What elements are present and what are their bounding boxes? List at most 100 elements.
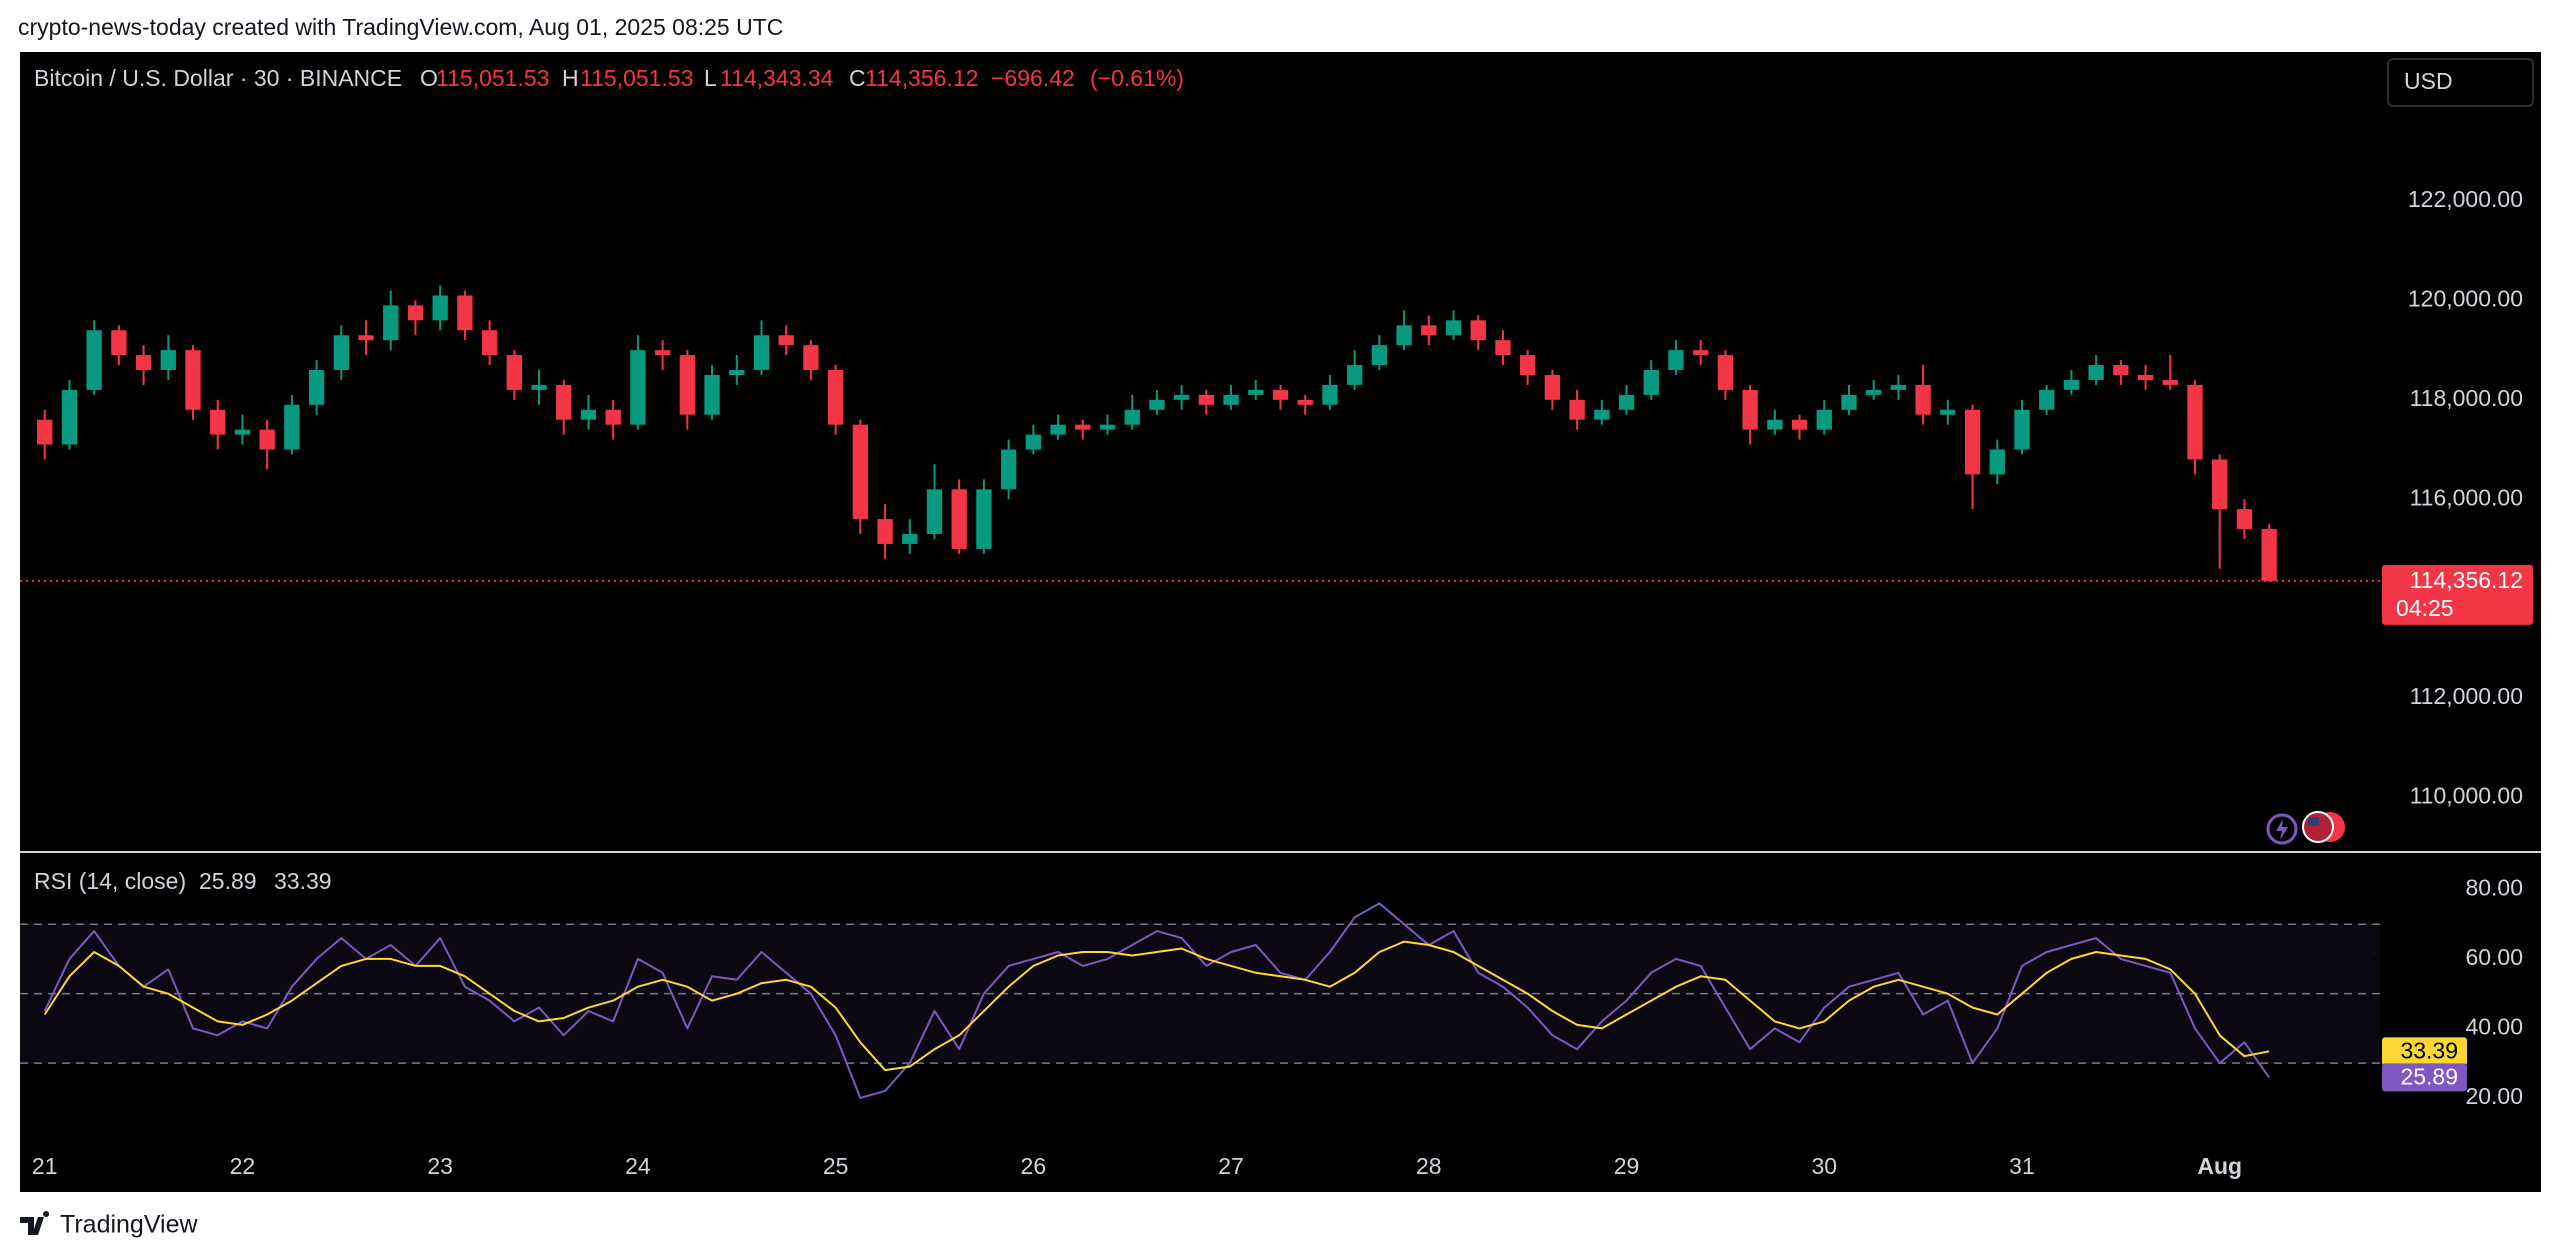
change: −696.42 [991,65,1075,91]
candle-body [1816,409,1832,430]
candle-body [877,519,893,544]
x-tick-label: 29 [1614,1153,1640,1179]
candle-body [2137,374,2154,380]
candle-body [2187,384,2203,460]
currency-button[interactable] [2387,58,2534,107]
candle-body [407,305,424,321]
last-price-tag [2382,564,2533,625]
x-tick-label: 21 [32,1153,58,1179]
candle-body [1668,350,1684,371]
candle-body [976,489,992,549]
candle-body [1989,449,2005,475]
candle-body [1322,384,1338,405]
x-tick-label: 28 [1416,1153,1442,1179]
candle-body [1396,325,1412,346]
last-price-label: 114,356.12 [2410,567,2523,593]
ohlc-value: 114,343.34 [720,65,834,91]
candle-body [37,419,53,445]
candle-body [284,404,300,450]
candle-body [1099,424,1116,430]
chart-background [20,52,2541,1192]
candle-body [1000,449,1017,490]
rsi-y-tick-label: 80.00 [2465,875,2523,901]
candle-body [1223,394,1239,405]
event-icons [2266,811,2345,845]
candle-body [210,409,226,435]
brand-icon [20,1211,50,1235]
rsi-tag-label: 25.89 [2400,1063,2458,1089]
candle-body [605,409,621,425]
x-tick-label: 25 [823,1153,849,1179]
x-tick-label: 30 [1811,1153,1837,1179]
candle-body [358,335,374,341]
candle-body [1643,370,1659,395]
countdown: 04:25 [2396,595,2454,621]
candle-body [1767,419,1783,430]
candle-body [1272,389,1289,400]
candle-body [654,350,671,356]
plot: 110,000.00 112,000.00 116,000.00 118,000.00… [20,186,2533,1179]
candle-body [1964,409,1981,475]
candle-body [926,489,943,534]
ohlc-key: C [849,65,866,91]
x-tick-label: 26 [1021,1153,1047,1179]
candle-body [803,345,819,371]
candle-body [1421,325,1437,336]
candle-body [383,305,399,341]
candle-body [827,370,844,425]
candle-body [1075,424,1091,430]
currency-label: USD [2404,68,2453,94]
x-tick-label: 27 [1218,1153,1244,1179]
candle-body [333,335,349,371]
candle-body [1198,394,1215,405]
candle-body [1841,394,1857,410]
rsi-legend-value: 25.89 [199,868,257,894]
candle-body [2039,389,2055,410]
candle-body [1890,384,1907,390]
icon [2266,813,2298,845]
x-tick-label: Aug [2197,1153,2242,1179]
candle-body [2261,529,2277,581]
candle-body [86,330,102,390]
y-tick-label: 118,000.00 [2410,385,2523,411]
x-tick-label: 22 [230,1153,256,1179]
rsi-y-tick-label: 20.00 [2465,1083,2523,1109]
candle-body [1371,345,1388,366]
ohlc-key: O [420,65,438,91]
candle-body [556,384,572,420]
candle-body [308,370,325,405]
icon [2276,819,2288,840]
candle-body [481,330,498,356]
candle-body [1495,340,1511,356]
chart-title: Bitcoin / U.S. Dollar · 30 · BINANCE [34,65,402,91]
candle-body [135,355,152,371]
candle-body [1693,350,1709,356]
candle-body [704,374,720,415]
candle-body [1050,424,1066,435]
ohlc-value: 115,051.53 [436,65,549,91]
candle-body [111,330,127,356]
candle-body [1791,419,1808,430]
rsi-y-tick-label: 40.00 [2465,1013,2523,1039]
y-tick-label: 122,000.00 [2408,186,2523,212]
candle-body [1569,399,1585,420]
candle-body [679,355,695,415]
candle-body [61,389,78,445]
watermark: crypto-news-today created with TradingVi… [18,14,783,40]
candle-body [630,350,646,425]
rsi-y-tick-label: 60.00 [2465,944,2523,970]
candle-body [1940,409,1956,415]
candle-body [2162,379,2178,385]
candle-body [1297,399,1313,405]
candle-body [1544,374,1561,400]
rsi-ma-tag-label: 33.39 [2400,1037,2458,1063]
candle-body [1124,409,1140,425]
ohlc-value: 115,051.53 [580,65,693,91]
candle-body [1025,434,1042,450]
candle-body [432,295,448,321]
candle-body [2113,365,2129,375]
candle-body [531,384,547,390]
candle-body [259,429,275,450]
candle-body [1346,365,1363,385]
